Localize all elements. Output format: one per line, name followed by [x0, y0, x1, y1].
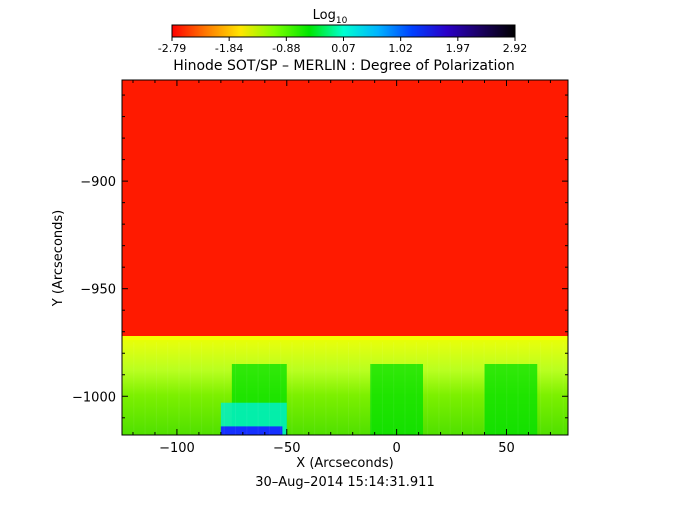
disk-streak	[381, 342, 383, 435]
disk-streak	[336, 342, 338, 435]
y-tick-label: −1000	[72, 390, 116, 405]
colorbar-ticks: -2.79 -1.84 -0.88 0.07 1.02 1.97 2.92	[158, 37, 527, 55]
y-tick-label: −900	[80, 175, 116, 190]
disk-streak	[449, 342, 451, 435]
disk-streak	[280, 342, 282, 435]
disk-streak	[427, 342, 429, 435]
y-axis: −900 −950 −1000	[72, 94, 568, 419]
disk-streak	[201, 342, 203, 435]
blue-patch	[220, 426, 283, 435]
off-disk-region	[122, 80, 568, 337]
disk-streak	[494, 342, 496, 435]
colorbar-tick-label: 1.02	[388, 42, 413, 55]
colorbar-gradient	[171, 24, 516, 38]
disk-patch	[370, 364, 423, 435]
limb-edge	[122, 336, 568, 341]
disk-streak	[359, 342, 361, 435]
disk-streak	[144, 342, 146, 435]
disk-streak	[540, 342, 542, 435]
disk-streak	[517, 342, 519, 435]
disk-streak	[302, 342, 304, 435]
disk-streak	[472, 342, 474, 435]
disk-streak	[551, 342, 553, 435]
disk-streak	[189, 342, 191, 435]
x-tick-label: 50	[498, 441, 515, 456]
colorbar-tick-label: 1.97	[446, 42, 471, 55]
disk-streak	[562, 342, 564, 435]
disk-streak	[257, 342, 259, 435]
disk-streak	[167, 342, 169, 435]
disk-streak	[268, 342, 270, 435]
disk-streak	[370, 342, 372, 435]
colorbar-tick-label: -0.88	[272, 42, 300, 55]
disk-streak	[155, 342, 157, 435]
disk-streak	[506, 342, 508, 435]
colorbar-tick-label: -1.84	[215, 42, 243, 55]
colorbar: Log10 -2.79 -1.84 -0.88 0.07 1.02 1.97 2.92	[158, 8, 527, 55]
disk-streak	[528, 342, 530, 435]
y-tick-label: −950	[80, 283, 116, 298]
disk-streak	[483, 342, 485, 435]
plot-frame	[121, 79, 569, 436]
x-tick-label: −100	[159, 441, 195, 456]
x-axis: −100 −50 0 50	[132, 80, 551, 456]
disk-streak	[178, 342, 180, 435]
x-axis-label: X (Arcseconds)	[296, 456, 393, 471]
timestamp: 30–Aug–2014 15:14:31.911	[255, 475, 434, 490]
colorbar-tick-label: 0.07	[331, 42, 356, 55]
colorbar-tick-label: 2.92	[503, 42, 528, 55]
disk-streak	[438, 342, 440, 435]
disk-streak	[415, 342, 417, 435]
disk-patch	[484, 364, 538, 435]
x-tick-label: 0	[392, 441, 400, 456]
y-axis-label: Y (Arcseconds)	[51, 210, 66, 307]
disk-streak	[212, 342, 214, 435]
disk-streak	[314, 342, 316, 435]
disk-streak	[325, 342, 327, 435]
colorbar-tick-label: -2.79	[158, 42, 186, 55]
heatmap-image	[122, 80, 568, 435]
disk-streak	[223, 342, 225, 435]
chart-title: Hinode SOT/SP – MERLIN : Degree of Polar…	[173, 58, 515, 74]
disk-streak	[348, 342, 349, 435]
disk-streak	[291, 342, 293, 435]
colorbar-title: Log10	[313, 8, 348, 26]
disk-streak	[461, 342, 462, 435]
disk-streak	[246, 342, 248, 435]
x-tick-label: −50	[273, 441, 300, 456]
disk-streak	[404, 342, 406, 435]
disk-streak	[235, 342, 236, 435]
colorbar-title-subscript: 10	[336, 16, 348, 26]
disk-streak	[393, 342, 395, 435]
disk-streak	[133, 342, 135, 435]
